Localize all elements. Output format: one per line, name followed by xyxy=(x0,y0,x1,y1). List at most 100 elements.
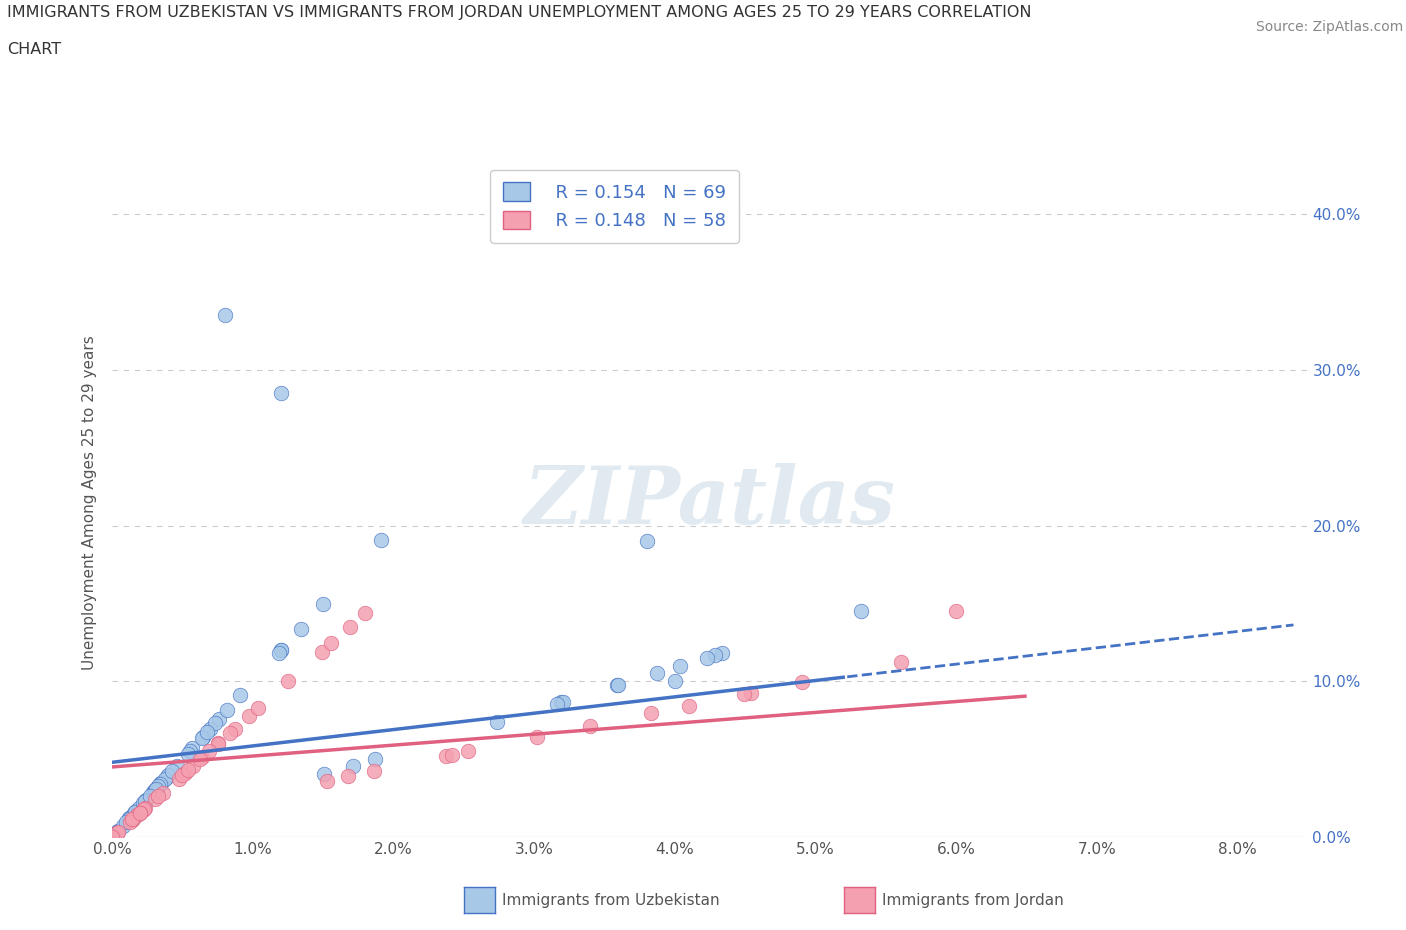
Point xyxy=(188,752,211,767)
Point xyxy=(148,789,170,804)
Point xyxy=(122,811,145,826)
Y-axis label: Unemployment Among Ages 25 to 29 years: Unemployment Among Ages 25 to 29 years xyxy=(82,335,97,670)
Point xyxy=(270,643,292,658)
Point xyxy=(101,829,124,844)
Point xyxy=(135,792,157,807)
Point xyxy=(139,788,162,803)
Point xyxy=(312,596,335,611)
Point xyxy=(669,658,692,673)
Point xyxy=(177,746,200,761)
Point xyxy=(143,783,166,798)
Point xyxy=(457,744,479,759)
Text: Immigrants from Uzbekistan: Immigrants from Uzbekistan xyxy=(502,893,720,908)
Point xyxy=(143,783,166,798)
Point xyxy=(107,824,129,839)
Point xyxy=(124,805,146,820)
Point xyxy=(103,828,125,843)
Point xyxy=(143,792,166,807)
Point xyxy=(486,714,509,729)
Point xyxy=(101,830,124,844)
Point xyxy=(132,796,155,811)
Point xyxy=(440,748,463,763)
Point xyxy=(606,678,628,693)
Point xyxy=(354,605,377,620)
Point xyxy=(645,666,668,681)
Point xyxy=(696,650,718,665)
Point xyxy=(229,688,252,703)
Point xyxy=(146,779,169,794)
Point xyxy=(176,763,198,777)
Point xyxy=(150,776,173,790)
Point xyxy=(197,724,219,739)
Point xyxy=(208,711,231,726)
Point xyxy=(156,769,179,784)
Point xyxy=(115,814,138,829)
Point xyxy=(191,731,214,746)
Point xyxy=(321,635,343,650)
Point xyxy=(339,619,361,634)
Point xyxy=(124,804,146,819)
Point xyxy=(191,729,214,744)
Text: ZIPatlas: ZIPatlas xyxy=(524,463,896,541)
Point xyxy=(172,767,194,782)
Point xyxy=(636,534,658,549)
Point xyxy=(945,604,967,618)
Point xyxy=(640,706,662,721)
Point xyxy=(267,645,290,660)
Point xyxy=(179,743,201,758)
Point xyxy=(149,777,172,792)
Point xyxy=(128,805,150,820)
Point xyxy=(342,758,364,773)
Point xyxy=(207,736,229,751)
Point xyxy=(546,697,568,711)
Point xyxy=(128,800,150,815)
Point xyxy=(134,801,156,816)
Point xyxy=(711,645,734,660)
Point xyxy=(849,604,872,618)
Point xyxy=(129,805,152,820)
Point xyxy=(364,751,387,766)
Point xyxy=(166,758,188,773)
Point xyxy=(238,709,260,724)
Text: CHART: CHART xyxy=(7,42,60,57)
Point xyxy=(579,719,602,734)
Point xyxy=(204,715,226,730)
Point xyxy=(120,809,142,824)
Point xyxy=(134,794,156,809)
Point xyxy=(224,722,246,737)
Point xyxy=(370,533,392,548)
Text: IMMIGRANTS FROM UZBEKISTAN VS IMMIGRANTS FROM JORDAN UNEMPLOYMENT AMONG AGES 25 : IMMIGRANTS FROM UZBEKISTAN VS IMMIGRANTS… xyxy=(7,5,1032,20)
Text: Immigrants from Jordan: Immigrants from Jordan xyxy=(882,893,1063,908)
Point xyxy=(118,811,141,826)
Point xyxy=(111,818,134,833)
Point xyxy=(270,643,292,658)
Legend:   R = 0.154   N = 69,   R = 0.148   N = 58: R = 0.154 N = 69, R = 0.148 N = 58 xyxy=(491,170,738,243)
Point xyxy=(127,807,149,822)
Point xyxy=(733,686,755,701)
Point xyxy=(101,829,124,844)
Point xyxy=(311,644,333,659)
Point xyxy=(131,803,153,817)
Point xyxy=(553,694,575,709)
Text: Source: ZipAtlas.com: Source: ZipAtlas.com xyxy=(1256,20,1403,34)
Point xyxy=(434,749,457,764)
Point xyxy=(316,774,339,789)
Point xyxy=(207,737,229,751)
Point xyxy=(664,674,686,689)
Point xyxy=(104,828,127,843)
Point xyxy=(181,759,204,774)
Point xyxy=(134,793,156,808)
Point xyxy=(198,744,221,759)
Point xyxy=(246,700,269,715)
Point xyxy=(336,769,359,784)
Point xyxy=(740,685,762,700)
Point xyxy=(150,776,173,790)
Point xyxy=(157,767,180,782)
Point xyxy=(181,741,204,756)
Point xyxy=(526,730,548,745)
Point xyxy=(277,674,299,689)
Point xyxy=(146,780,169,795)
Point xyxy=(118,815,141,830)
Point xyxy=(121,813,143,828)
Point xyxy=(363,764,385,778)
